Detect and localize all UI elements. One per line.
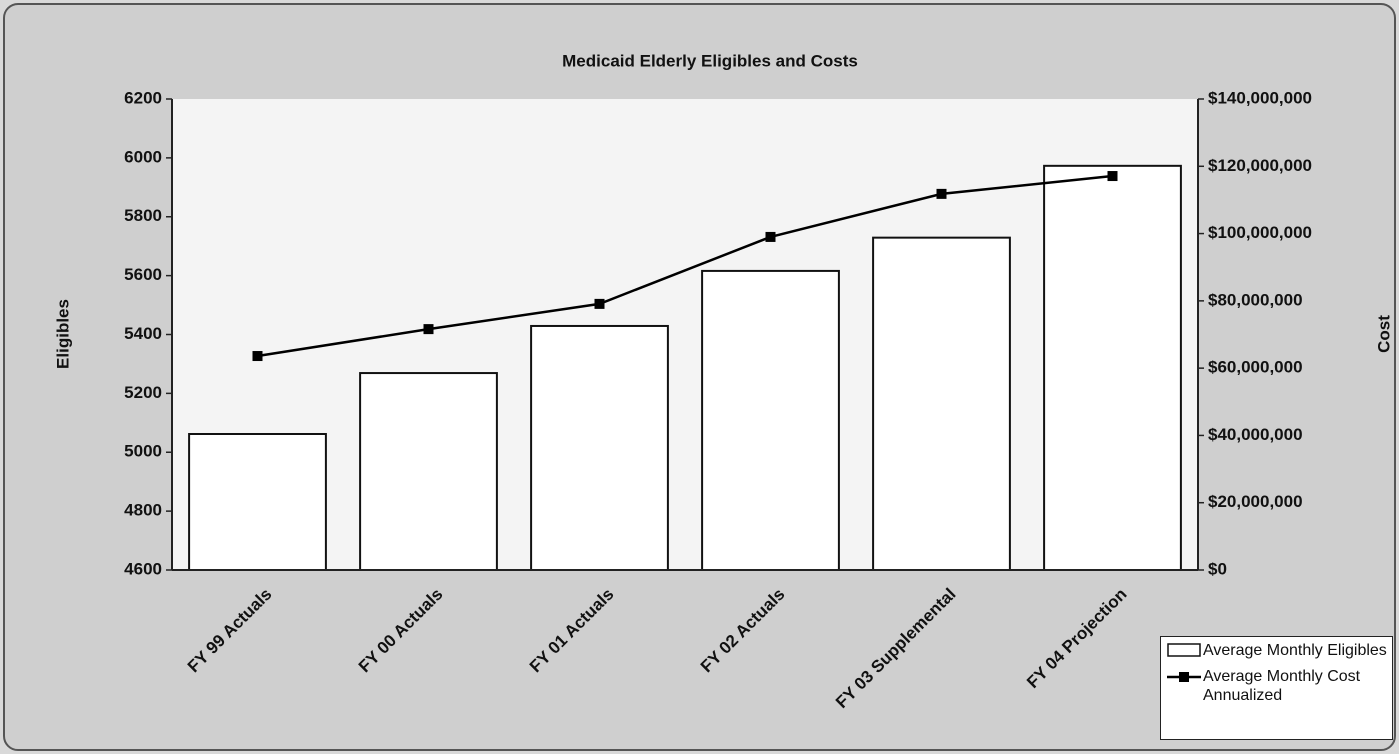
y-tick-label: 6000 <box>124 147 162 166</box>
y2-tick-label: $140,000,000 <box>1208 88 1312 107</box>
legend-key <box>1165 641 1203 661</box>
bar <box>1043 164 1182 571</box>
bar <box>359 372 498 571</box>
y-tick-label: 5000 <box>124 442 162 461</box>
legend-key <box>1165 667 1203 687</box>
y-tick-label: 4600 <box>124 559 162 578</box>
y-tick-label: 5400 <box>124 324 162 343</box>
y-tick-label: 5800 <box>124 206 162 225</box>
y2-tick-label: $20,000,000 <box>1208 492 1303 511</box>
line <box>257 174 1113 358</box>
bar <box>701 269 840 571</box>
line-marker <box>423 324 434 335</box>
bar <box>188 432 327 571</box>
legend-entry: Average Monthly Eligibles <box>1165 641 1388 661</box>
y-axis-title: Eligibles <box>53 299 72 369</box>
plot-area <box>172 99 1198 570</box>
line-marker <box>252 351 263 362</box>
bar <box>530 324 669 572</box>
y2-tick-label: $60,000,000 <box>1208 358 1303 377</box>
chart-title: Medicaid Elderly Eligibles and Costs <box>562 51 858 70</box>
y-tick-label: 6200 <box>124 88 162 107</box>
line-marker <box>1107 171 1118 182</box>
line-marker <box>594 298 605 309</box>
y2-tick-label: $40,000,000 <box>1208 425 1303 444</box>
line-marker <box>765 231 776 242</box>
y-tick-label: 4800 <box>124 501 162 520</box>
legend-label: Average Monthly Cost Annualized <box>1203 668 1361 704</box>
y-tick-label: 5200 <box>124 383 162 402</box>
y2-tick-label: $100,000,000 <box>1208 223 1312 242</box>
bar <box>872 236 1011 571</box>
y-tick-label: 5600 <box>124 265 162 284</box>
y2-tick-label: $0 <box>1208 559 1227 578</box>
legend-entry: Average Monthly Cost Annualized <box>1165 667 1388 705</box>
legend-label: Average Monthly Eligibles <box>1203 642 1387 659</box>
y2-axis-title: Cost <box>1374 315 1393 353</box>
y2-tick-label: $80,000,000 <box>1208 290 1303 309</box>
legend: Average Monthly Eligibles Average Monthly… <box>1160 636 1393 740</box>
line-marker <box>936 188 947 199</box>
y2-tick-label: $120,000,000 <box>1208 156 1312 175</box>
